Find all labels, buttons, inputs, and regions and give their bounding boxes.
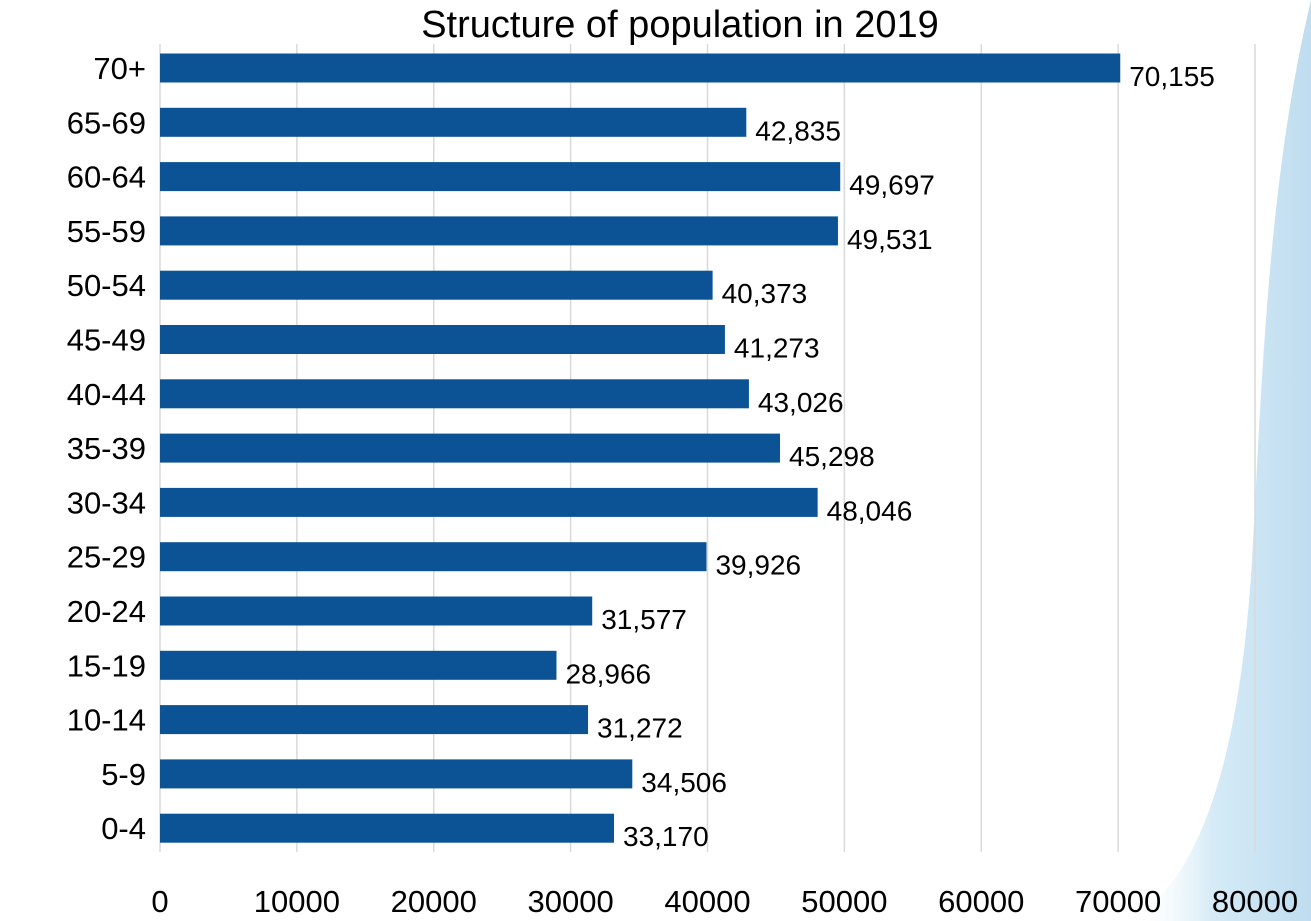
category-label: 15-19: [67, 648, 146, 683]
bar: [160, 487, 818, 517]
category-axis-labels: 70+ 65-69 60-64 55-59 50-54 45-49 40-44 35-39 30…: [67, 51, 146, 846]
data-label: 31,577: [601, 604, 687, 635]
bar: [160, 270, 713, 300]
x-tick-label: 70000: [1075, 884, 1161, 919]
data-label: 70,155: [1129, 61, 1215, 92]
category-label: 5-9: [101, 757, 146, 792]
bar: [160, 162, 841, 192]
data-label: 49,697: [849, 170, 935, 201]
bar: [160, 542, 707, 572]
category-label: 70+: [93, 51, 146, 86]
chart-title: Structure of population in 2019: [421, 4, 939, 46]
x-tick-label: 0: [151, 884, 168, 919]
category-label: 60-64: [67, 160, 146, 195]
category-label: 35-39: [67, 431, 146, 466]
bar: [160, 759, 633, 789]
data-label: 42,835: [755, 115, 841, 146]
bar: [160, 705, 589, 735]
category-label: 25-29: [67, 540, 146, 575]
category-label: 0-4: [101, 811, 146, 846]
bars: [160, 53, 1121, 843]
data-label: 48,046: [827, 495, 913, 526]
data-label: 39,926: [715, 550, 801, 581]
x-tick-label: 80000: [1212, 884, 1298, 919]
category-label: 65-69: [67, 105, 146, 140]
data-label: 43,026: [758, 387, 844, 418]
data-label: 41,273: [734, 333, 820, 364]
data-label: 40,373: [722, 278, 808, 309]
bar: [160, 379, 749, 409]
x-tick-label: 20000: [391, 884, 477, 919]
bar: [160, 813, 615, 843]
x-tick-label: 60000: [938, 884, 1024, 919]
x-tick-label: 10000: [254, 884, 340, 919]
value-axis-tick-labels: 0 10000 20000 30000 40000 50000 60000 70000 8000…: [151, 884, 1298, 919]
data-label: 49,531: [847, 224, 933, 255]
data-label: 45,298: [789, 441, 875, 472]
data-label: 31,272: [597, 713, 683, 744]
x-tick-label: 50000: [801, 884, 887, 919]
category-label: 30-34: [67, 485, 146, 520]
bar: [160, 650, 557, 680]
data-label: 28,966: [565, 658, 651, 689]
category-label: 45-49: [67, 323, 146, 358]
bar: [160, 216, 838, 246]
data-labels: 70,155 42,835 49,697 49,531 40,373 41,273 43,0…: [565, 61, 1214, 852]
data-label: 34,506: [641, 767, 727, 798]
bar: [160, 107, 747, 137]
bar: [160, 325, 725, 354]
data-label: 33,170: [623, 821, 709, 852]
bar: [160, 433, 781, 463]
category-label: 55-59: [67, 214, 146, 249]
category-label: 10-14: [67, 703, 146, 738]
bar: [160, 596, 593, 626]
x-tick-label: 40000: [664, 884, 750, 919]
category-label: 40-44: [67, 377, 146, 412]
bar: [160, 53, 1121, 83]
x-tick-label: 30000: [528, 884, 614, 919]
category-label: 20-24: [67, 594, 146, 629]
category-label: 50-54: [67, 268, 146, 303]
